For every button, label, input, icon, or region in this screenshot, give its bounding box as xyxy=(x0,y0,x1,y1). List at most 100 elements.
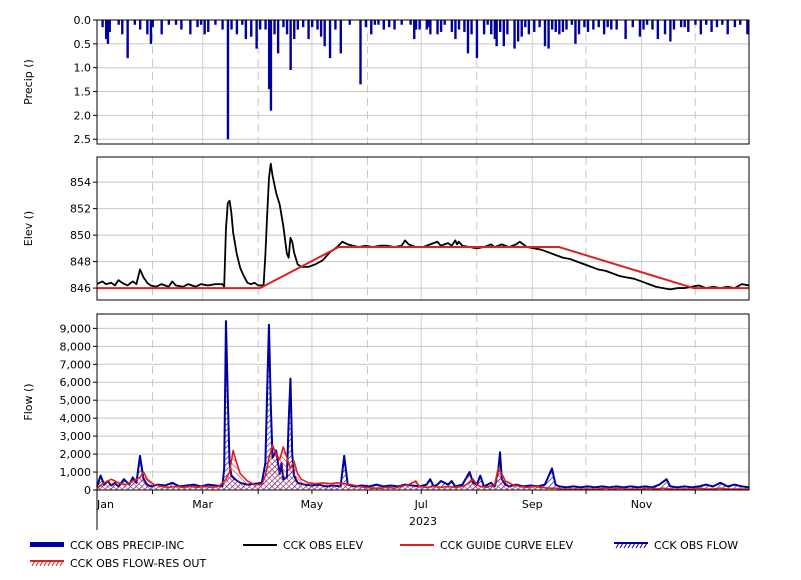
legend-label: CCK GUIDE CURVE ELEV xyxy=(440,539,574,552)
precip-bar xyxy=(180,20,183,30)
precip-bar xyxy=(436,20,439,35)
precip-bar xyxy=(167,20,171,25)
y-axis-label: Elev () xyxy=(22,211,35,246)
obs-flow-line xyxy=(96,320,750,489)
precip-bar xyxy=(482,20,486,35)
precip-bar xyxy=(520,20,523,37)
legend-label: CCK OBS FLOW xyxy=(654,539,738,552)
precip-bar xyxy=(108,20,111,32)
precip-bar xyxy=(293,20,296,40)
precip-bar xyxy=(146,20,149,35)
precip-bar xyxy=(370,20,373,35)
precip-bar xyxy=(276,20,280,54)
precip-bar xyxy=(414,20,418,30)
precip-bar xyxy=(387,20,391,28)
precip-bar xyxy=(307,20,310,40)
flow-panel: 0 1,000 2,000 3,000 4,000 5,000 6,000 7,000 8,00… xyxy=(22,313,750,497)
precip-bar xyxy=(533,20,536,32)
x-year-label: 2023 xyxy=(409,515,437,528)
precip-bar xyxy=(328,20,332,59)
precip-bar xyxy=(450,20,454,32)
precip-bar xyxy=(230,20,233,30)
precip-bar xyxy=(104,20,108,40)
x-tick-label: Jan xyxy=(96,498,114,511)
precip-bar xyxy=(126,20,129,59)
legend-item: CCK OBS PRECIP-INC xyxy=(30,539,185,552)
precip-bar xyxy=(174,20,178,25)
precip-bar xyxy=(524,20,527,28)
precip-bar xyxy=(427,20,430,28)
precip-bar xyxy=(264,20,267,30)
legend-item: CCK OBS FLOW xyxy=(614,539,738,552)
precip-bar xyxy=(538,20,541,28)
precip-bar xyxy=(554,20,557,32)
precip-bar xyxy=(319,20,323,37)
precip-bar xyxy=(565,20,568,30)
precip-bar xyxy=(574,20,577,44)
x-tick-label: Sep xyxy=(522,498,543,511)
precip-bar xyxy=(516,20,520,42)
precip-bar xyxy=(669,20,672,42)
precip-bar xyxy=(715,20,719,28)
y-tick-label: 4,000 xyxy=(60,412,92,425)
legend-label: CCK OBS ELEV xyxy=(283,539,364,552)
precip-bar xyxy=(597,20,600,28)
precip-bar xyxy=(259,20,262,30)
x-tick-label: Nov xyxy=(631,498,653,511)
precip-bar xyxy=(133,20,137,25)
precip-bar xyxy=(577,20,581,35)
precip-bar xyxy=(679,20,683,28)
precip-bar xyxy=(561,20,565,32)
precip-bar xyxy=(106,20,110,44)
precip-bar xyxy=(699,20,703,35)
precip-bar xyxy=(282,20,285,28)
precip-bar xyxy=(289,20,292,71)
legend-item: CCK OBS FLOW-RES OUT xyxy=(30,557,206,570)
precip-bar xyxy=(269,20,273,111)
precip-bar xyxy=(439,20,443,32)
precip-bar xyxy=(495,20,498,47)
y-tick-label: 1.5 xyxy=(74,86,92,99)
y-tick-label: 7,000 xyxy=(60,358,92,371)
precip-bar xyxy=(746,20,749,35)
precip-bar xyxy=(255,20,258,49)
precip-bar xyxy=(586,20,590,32)
y-tick-label: 0.5 xyxy=(74,38,92,51)
legend-item: CCK OBS ELEV xyxy=(243,539,364,552)
precip-bar xyxy=(583,20,586,28)
precip-bar xyxy=(359,20,362,85)
legend-swatch xyxy=(614,542,648,549)
y-tick-label: 0.0 xyxy=(74,14,92,27)
precip-bar xyxy=(235,20,239,35)
legend-swatch xyxy=(30,560,64,567)
y-axis-label: Precip () xyxy=(22,59,35,105)
precip-bar xyxy=(149,20,153,44)
y-tick-label: 850 xyxy=(70,229,91,242)
precip-bar xyxy=(226,20,230,140)
precip-bar xyxy=(101,20,104,28)
precip-bar xyxy=(739,20,742,25)
precip-bar xyxy=(726,20,729,35)
precip-bar xyxy=(610,20,613,30)
x-tick-label: Jul xyxy=(414,498,428,511)
precip-bar xyxy=(310,20,314,28)
precip-bar xyxy=(502,20,506,47)
precip-bar xyxy=(642,20,645,30)
precip-bar xyxy=(267,20,271,90)
guide-curve-line xyxy=(97,246,749,290)
y-tick-label: 848 xyxy=(70,256,91,269)
y-tick-label: 852 xyxy=(70,203,91,216)
precip-bar xyxy=(463,20,466,32)
precip-frame xyxy=(96,19,750,145)
precip-bar xyxy=(160,20,163,35)
precip-bar xyxy=(543,20,547,47)
precip-bar xyxy=(615,20,618,30)
y-tick-label: 854 xyxy=(70,176,91,189)
precip-bar xyxy=(486,20,489,25)
precip-bar xyxy=(413,20,416,40)
precip-bar xyxy=(323,20,326,47)
precip-bar xyxy=(429,20,432,35)
precip-bar xyxy=(733,20,737,28)
precip-bar xyxy=(301,20,305,28)
